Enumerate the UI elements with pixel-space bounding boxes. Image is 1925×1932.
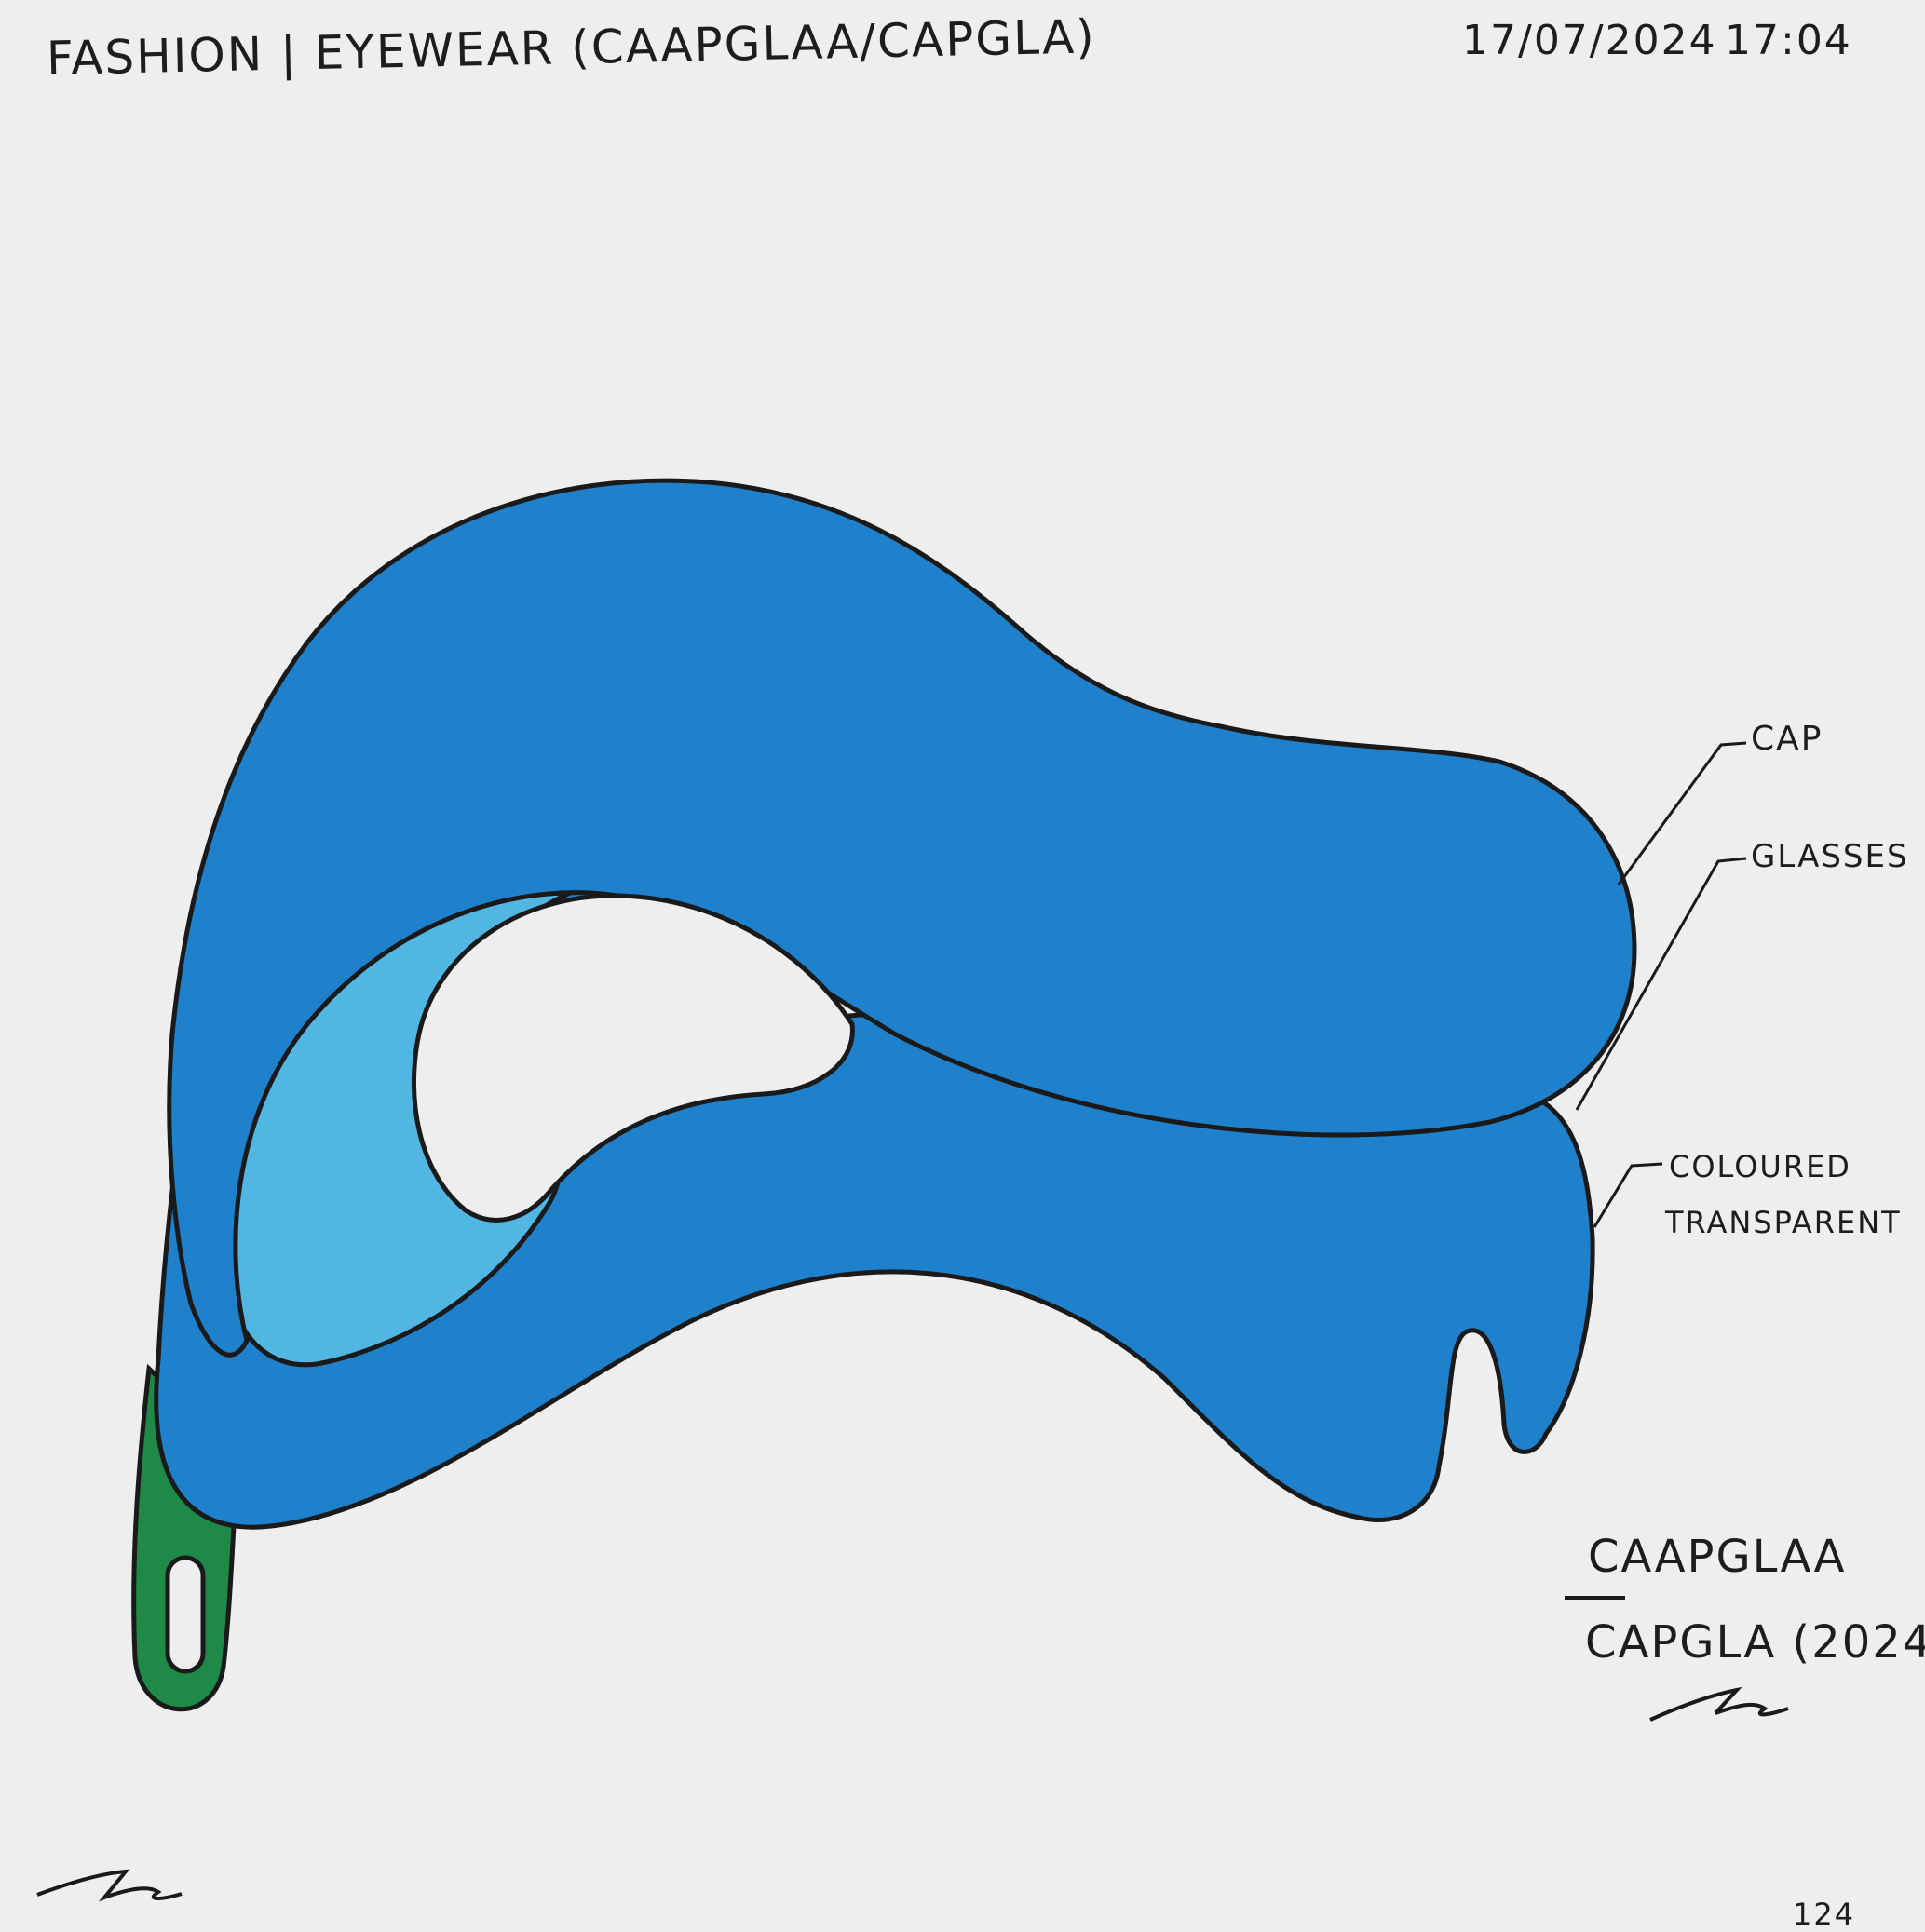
label-glasses: GLASSES <box>1751 838 1909 875</box>
label-coloured: COLOURED <box>1669 1149 1851 1184</box>
design-name-year: CAPGLA (2024) <box>1585 1616 1925 1669</box>
strap-hole <box>165 1555 206 1674</box>
signature-icon <box>1649 1686 1789 1722</box>
leader-line-cap <box>1617 741 1747 885</box>
design-name: CAAPGLAA <box>1588 1531 1847 1583</box>
corner-signature-icon <box>36 1869 183 1902</box>
header-time: 17:04 <box>1725 17 1852 64</box>
label-transparent: TRANSPARENT <box>1665 1205 1902 1240</box>
leader-line-coloured <box>1593 1162 1663 1228</box>
header-date: 17/07/2024 <box>1462 17 1717 64</box>
page-number: 124 <box>1793 1897 1856 1932</box>
label-cap: CAP <box>1751 720 1823 758</box>
cap-opening <box>411 893 855 1223</box>
leader-line-glasses <box>1575 857 1747 1111</box>
